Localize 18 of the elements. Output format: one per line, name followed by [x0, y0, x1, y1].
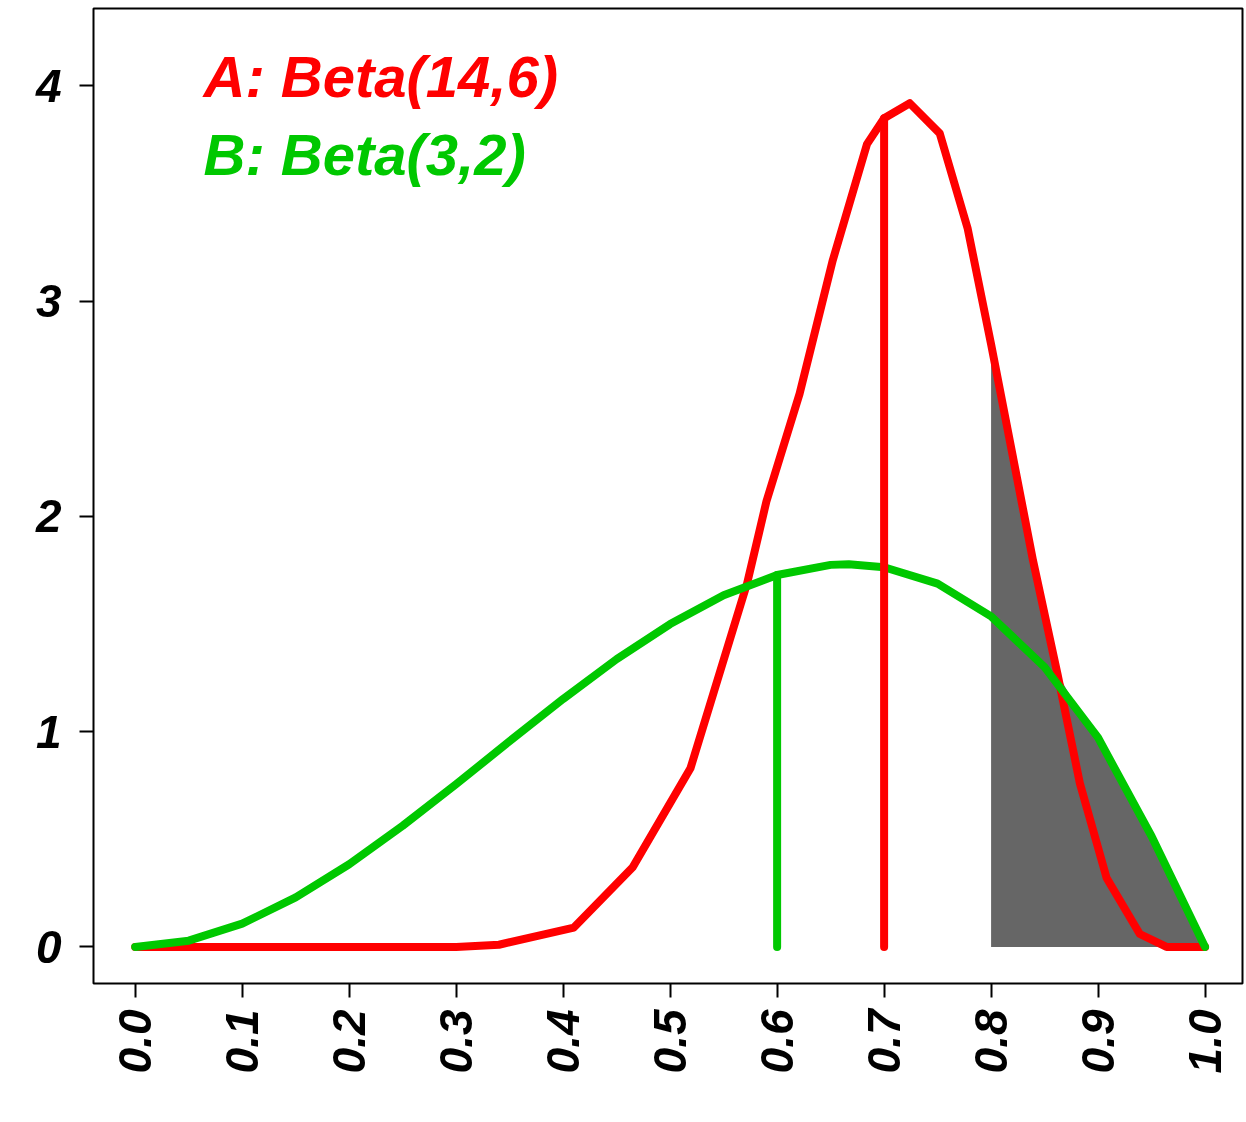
y-tick-label: 2	[34, 490, 62, 543]
x-tick-label: 0.8	[965, 1009, 1018, 1074]
x-tick-label: 0.0	[109, 1009, 162, 1074]
x-tick-label: 0.5	[644, 1008, 697, 1074]
text: A: Beta(14,6)	[201, 43, 559, 109]
x-tick-label: 0.2	[323, 1009, 376, 1074]
x-tick-label: 1.0	[1179, 1009, 1232, 1074]
x-tick-label: 0.7	[858, 1007, 911, 1074]
x-tick-label: 0.9	[1072, 1009, 1125, 1074]
y-tick-label: 3	[35, 275, 62, 328]
x-tick-label: 0.4	[537, 1009, 590, 1074]
x-tick-label: 0.3	[430, 1009, 483, 1074]
y-tick-label: 1	[35, 705, 62, 758]
x-tick-label: 0.1	[216, 1009, 269, 1074]
x-tick-label: 0.6	[751, 1009, 804, 1074]
y-tick-label: 0	[35, 920, 62, 973]
text: B: Beta(3,2)	[203, 121, 526, 187]
y-tick-label: 4	[34, 59, 62, 112]
